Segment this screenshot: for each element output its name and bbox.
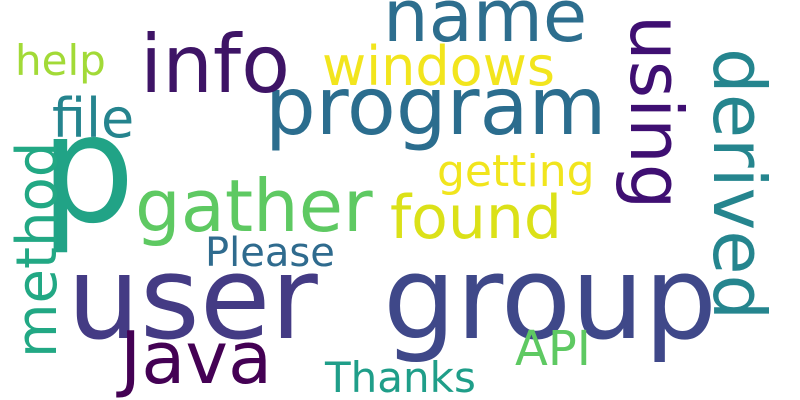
word-thanks: Thanks xyxy=(325,353,476,400)
word-api: API xyxy=(515,321,591,377)
word-using: using xyxy=(614,15,698,210)
word-p: p xyxy=(40,83,136,257)
word-file: file xyxy=(52,87,135,150)
word-windows: windows xyxy=(322,35,556,98)
word-java: Java xyxy=(120,316,273,400)
word-please: Please xyxy=(205,230,335,276)
word-name: name xyxy=(383,0,588,58)
word-user: user xyxy=(67,232,318,366)
word-program: program xyxy=(265,60,607,153)
word-gather: gather xyxy=(135,164,373,248)
word-getting: getting xyxy=(437,146,595,197)
word-help: help xyxy=(15,36,106,85)
word-group: group xyxy=(383,232,717,366)
word-method: method xyxy=(5,141,70,358)
word-info: info xyxy=(140,18,291,111)
word-derived: derived xyxy=(697,48,781,321)
word-found: found xyxy=(390,183,562,253)
